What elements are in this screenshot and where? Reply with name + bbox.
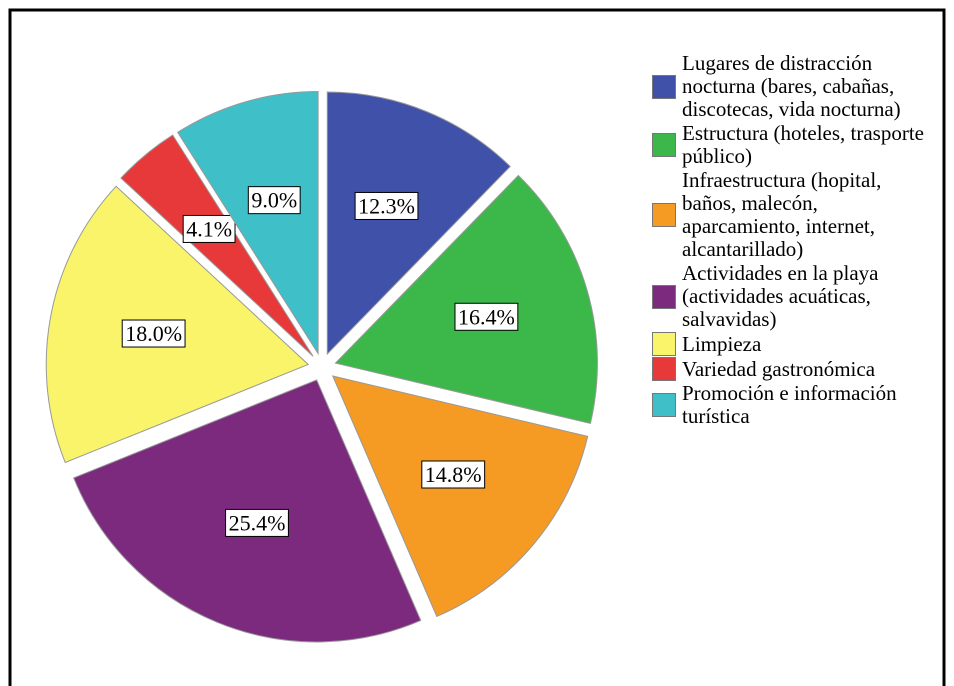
pie-slice xyxy=(331,375,589,618)
data-label-text: 16.4% xyxy=(458,304,515,329)
data-label-text: 14.8% xyxy=(425,462,482,487)
legend: Lugares de distracción nocturna (bares, … xyxy=(652,52,942,429)
pie-slice xyxy=(334,174,598,425)
legend-label: Variedad gastronómica xyxy=(682,356,876,381)
legend-entry: Estructura (hoteles, trasporte público) xyxy=(652,122,942,168)
legend-entry: Variedad gastronómica xyxy=(652,357,942,381)
pie-slice xyxy=(326,91,511,356)
legend-swatch xyxy=(652,74,676,99)
data-label-box xyxy=(182,214,236,243)
legend-entry: Limpieza xyxy=(652,332,942,356)
legend-label: Infraestructura (hopital, baños, malecón… xyxy=(682,168,882,261)
legend-label: Limpieza xyxy=(682,331,762,356)
data-label: 18.0% xyxy=(121,319,186,348)
data-label-text: 18.0% xyxy=(125,321,182,346)
legend-label: Promoción e información turística xyxy=(682,381,897,428)
legend-swatch xyxy=(652,332,676,356)
legend-label: Estructura (hoteles, trasporte público) xyxy=(682,121,924,168)
frame xyxy=(8,8,946,686)
data-label: 9.0% xyxy=(247,186,301,215)
data-label-text: 4.1% xyxy=(186,216,232,241)
legend-entry: Lugares de distracción nocturna (bares, … xyxy=(652,52,942,121)
data-label-box xyxy=(225,508,289,537)
data-label-text: 12.3% xyxy=(358,193,415,218)
data-label-text: 9.0% xyxy=(251,188,297,213)
legend-entry: Infraestructura (hopital, baños, malecón… xyxy=(652,169,942,261)
data-label: 25.4% xyxy=(225,508,289,537)
legend-swatch xyxy=(652,203,676,227)
pie-slice xyxy=(120,134,314,357)
data-label-box xyxy=(421,460,486,489)
data-label-box xyxy=(454,302,519,331)
legend-label: Actividades en la playa (actividades acu… xyxy=(682,261,879,331)
legend-entry: Promoción e información turística xyxy=(652,382,942,428)
data-label: 14.8% xyxy=(421,460,486,489)
pie-slice xyxy=(177,91,319,356)
legend-label: Lugares de distracción nocturna (bares, … xyxy=(682,51,901,121)
legend-swatch xyxy=(652,133,676,157)
data-label-box xyxy=(121,319,186,348)
legend-swatch xyxy=(652,393,676,417)
data-label: 12.3% xyxy=(354,191,419,220)
data-label: 4.1% xyxy=(182,214,236,243)
data-label-box xyxy=(247,186,301,215)
legend-swatch xyxy=(652,357,676,381)
legend-swatch xyxy=(652,284,676,309)
data-label-box xyxy=(354,191,419,220)
data-label: 16.4% xyxy=(454,302,519,331)
data-label-text: 25.4% xyxy=(229,510,286,535)
legend-entry: Actividades en la playa (actividades acu… xyxy=(652,262,942,331)
